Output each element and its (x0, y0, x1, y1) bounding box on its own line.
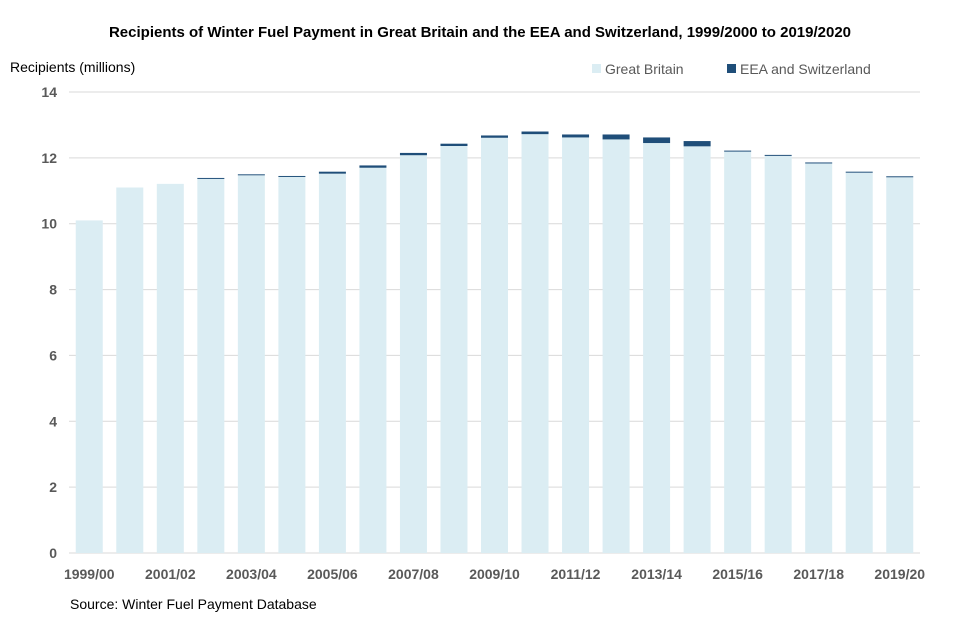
x-tick-label: 2001/02 (145, 566, 196, 582)
bar-great-britain-2000-01 (116, 187, 144, 553)
bar-great-britain-2001-02 (156, 183, 184, 553)
bar-eea-switzerland-2012-13 (602, 134, 630, 140)
bar-eea-switzerland-2006-07 (359, 165, 387, 168)
bar-great-britain-2002-03 (197, 178, 225, 553)
bar-great-britain-2019-20 (886, 177, 914, 553)
bar-eea-switzerland-2019-20 (886, 176, 914, 178)
bar-great-britain-2011-12 (562, 137, 590, 554)
bar-great-britain-2006-07 (359, 167, 387, 553)
bar-eea-switzerland-2004-05 (278, 175, 306, 177)
x-tick-label: 2009/10 (469, 566, 520, 582)
bar-great-britain-2017-18 (805, 163, 833, 553)
y-tick-label: 0 (49, 545, 57, 561)
bar-eea-switzerland-2010-11 (521, 131, 549, 135)
y-tick-label: 8 (49, 282, 57, 298)
chart-title: Recipients of Winter Fuel Payment in Gre… (109, 24, 851, 41)
bar-eea-switzerland-2002-03 (197, 177, 225, 179)
legend-label-great-britain: Great Britain (605, 61, 684, 77)
bar-eea-switzerland-2016-17 (764, 154, 792, 156)
legend-label-eea-switzerland: EEA and Switzerland (740, 61, 871, 77)
bar-great-britain-2012-13 (602, 139, 630, 553)
bar-eea-switzerland-2014-15 (683, 141, 711, 147)
y-tick-label: 12 (41, 150, 57, 166)
bar-great-britain-2008-09 (440, 146, 468, 553)
bar-great-britain-2015-16 (724, 151, 752, 553)
x-tick-label: 2017/18 (793, 566, 844, 582)
legend-swatch-great-britain (592, 64, 601, 73)
bar-eea-switzerland-2011-12 (562, 134, 590, 138)
legend-swatch-eea-switzerland (727, 64, 736, 73)
y-tick-label: 10 (41, 216, 57, 232)
bar-eea-switzerland-2003-04 (237, 174, 265, 176)
y-tick-label: 4 (49, 413, 57, 429)
bar-great-britain-2013-14 (643, 143, 671, 553)
x-tick-label: 2019/20 (874, 566, 925, 582)
x-tick-label: 2011/12 (551, 566, 601, 582)
bar-eea-switzerland-2015-16 (724, 150, 752, 152)
bar-great-britain-2018-19 (845, 172, 873, 554)
bar-great-britain-2014-15 (683, 146, 711, 553)
bar-eea-switzerland-2017-18 (805, 162, 833, 164)
x-tick-label: 2015/16 (712, 566, 763, 582)
bar-great-britain-2005-06 (318, 173, 346, 554)
source-note: Source: Winter Fuel Payment Database (70, 596, 317, 612)
x-tick-label: 2013/14 (631, 566, 682, 582)
bar-great-britain-2016-17 (764, 155, 792, 554)
bar-great-britain-2003-04 (237, 175, 265, 554)
x-tick-label: 2007/08 (388, 566, 439, 582)
x-tick-label: 2003/04 (226, 566, 277, 582)
bar-eea-switzerland-2009-10 (481, 135, 508, 138)
bar-great-britain-1999-00 (75, 220, 103, 553)
bar-great-britain-2007-08 (399, 155, 427, 554)
bar-eea-switzerland-2007-08 (399, 152, 427, 156)
y-tick-label: 2 (49, 479, 57, 495)
y-tick-label: 14 (41, 84, 57, 100)
x-tick-label: 2005/06 (307, 566, 358, 582)
bar-eea-switzerland-2013-14 (643, 137, 671, 144)
y-tick-label: 6 (49, 347, 57, 363)
x-tick-label: 1999/00 (64, 566, 115, 582)
y-axis-label: Recipients (millions) (10, 59, 135, 75)
bar-great-britain-2010-11 (521, 134, 549, 554)
bar-eea-switzerland-2008-09 (440, 143, 468, 147)
bar-great-britain-2009-10 (481, 137, 508, 553)
legend: Great Britain EEA and Switzerland (592, 61, 871, 77)
bar-great-britain-2004-05 (278, 176, 306, 553)
bar-eea-switzerland-2018-19 (845, 171, 873, 173)
bar-eea-switzerland-2005-06 (318, 171, 346, 174)
